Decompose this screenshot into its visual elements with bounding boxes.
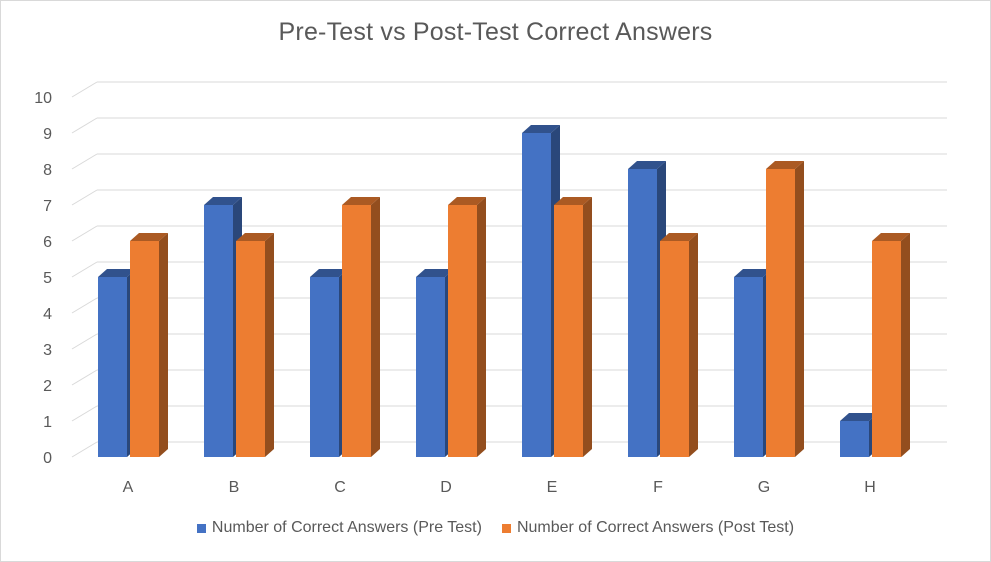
bar-top-post-f (660, 233, 698, 241)
y-tick-label: 4 (43, 306, 52, 323)
bar-top-pre-h (840, 413, 878, 421)
bar-pre-e (522, 133, 551, 457)
y-tick-label: 2 (43, 378, 52, 395)
x-tick-label: C (334, 479, 346, 496)
legend-label-post-test: Number of Correct Answers (Post Test) (516, 519, 795, 536)
y-tick-label: 9 (43, 126, 52, 143)
y-tick-label: 8 (43, 162, 52, 179)
y-tick-label: 0 (43, 450, 52, 467)
bar-top-pre-c (310, 269, 348, 277)
x-tick-label: F (653, 479, 663, 496)
bar-pre-b (204, 205, 233, 457)
bar-post-c (342, 205, 371, 457)
gridline-diagonal (71, 225, 98, 242)
bar-post-e (554, 205, 583, 457)
bar-side-post-a (159, 233, 168, 457)
y-tick-label: 6 (43, 234, 52, 251)
bar-post-d (448, 205, 477, 457)
y-tick-label: 10 (34, 90, 52, 107)
bar-post-f (660, 241, 689, 457)
chart-title: Pre-Test vs Post-Test Correct Answers (278, 18, 713, 46)
gridline-diagonal (71, 297, 98, 314)
bar-post-a (130, 241, 159, 457)
bar-top-pre-b (204, 197, 242, 205)
bar-post-b (236, 241, 265, 457)
bar-pre-g (734, 277, 763, 457)
gridline-diagonal (71, 153, 98, 170)
bar-side-post-f (689, 233, 698, 457)
legend-swatch-pre-test (196, 523, 206, 533)
gridline-diagonal (71, 117, 98, 134)
gridline-diagonal (71, 189, 98, 206)
gridline-diagonal (71, 333, 98, 350)
x-tick-label: E (547, 479, 558, 496)
y-tick-label: 7 (43, 198, 52, 215)
bar-post-g (766, 169, 795, 457)
x-tick-label: H (864, 479, 876, 496)
bar-top-pre-d (416, 269, 454, 277)
bar-top-post-d (448, 197, 486, 205)
bar-pre-h (840, 421, 869, 457)
bar-top-post-e (554, 197, 592, 205)
bar-top-pre-e (522, 125, 560, 133)
bar-top-post-g (766, 161, 804, 169)
bar-top-pre-f (628, 161, 666, 169)
y-tick-label: 5 (43, 270, 52, 287)
bar-side-post-g (795, 161, 804, 457)
bar-top-pre-g (734, 269, 772, 277)
bar-side-post-h (901, 233, 910, 457)
legend-label-pre-test: Number of Correct Answers (Pre Test) (211, 519, 482, 536)
chart-legend: Number of Correct Answers (Pre Test) Num… (0, 519, 991, 537)
bar-post-h (872, 241, 901, 457)
gridline-diagonal (71, 261, 98, 278)
x-tick-label: B (229, 479, 240, 496)
bar-side-post-c (371, 197, 380, 457)
bar-top-post-a (130, 233, 168, 241)
bar-top-post-c (342, 197, 380, 205)
y-tick-label: 3 (43, 342, 52, 359)
gridline-diagonal (71, 405, 98, 422)
bar-top-pre-a (98, 269, 136, 277)
legend-item-pre-test: Number of Correct Answers (Pre Test) (196, 519, 482, 537)
bar-pre-c (310, 277, 339, 457)
bar-pre-d (416, 277, 445, 457)
legend-item-post-test: Number of Correct Answers (Post Test) (501, 519, 795, 537)
x-tick-label: D (440, 479, 452, 496)
gridline-diagonal (71, 81, 98, 98)
x-tick-label: A (123, 479, 134, 496)
gridline-diagonal (71, 441, 98, 458)
bar-top-post-b (236, 233, 274, 241)
bar-pre-f (628, 169, 657, 457)
bar-top-post-h (872, 233, 910, 241)
gridline-diagonal (71, 369, 98, 386)
y-tick-label: 1 (43, 414, 52, 431)
bar-side-post-e (583, 197, 592, 457)
bar-pre-a (98, 277, 127, 457)
legend-swatch-post-test (501, 523, 511, 533)
bar-side-post-d (477, 197, 486, 457)
bar-side-post-b (265, 233, 274, 457)
x-tick-label: G (758, 479, 770, 496)
